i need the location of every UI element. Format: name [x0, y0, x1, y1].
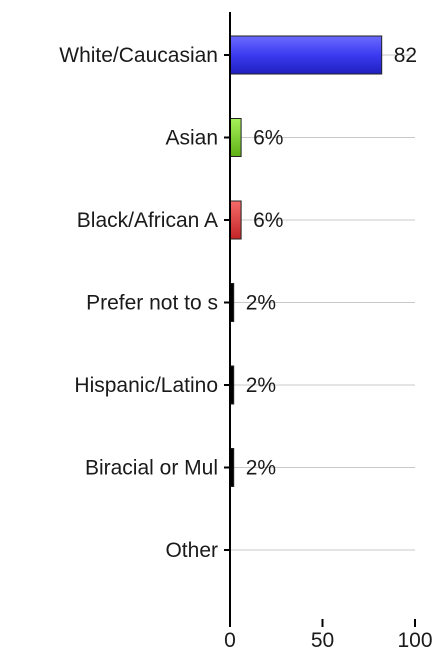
category-label: Other: [165, 539, 218, 562]
x-tick-label: 50: [311, 629, 334, 652]
category-label: Black/African A: [77, 209, 218, 232]
category-label: Asian: [165, 127, 218, 150]
category-label: Prefer not to s: [86, 292, 218, 315]
x-tick-label: 0: [224, 629, 236, 652]
bar-asian: [229, 118, 242, 157]
value-label: 6%: [253, 127, 283, 150]
value-label: 2%: [246, 457, 276, 480]
category-label: White/Caucasian: [59, 44, 218, 67]
labels: White/Caucasian Asian Black/African A Prefe…: [59, 44, 432, 652]
axes: [224, 12, 416, 627]
category-label: Hispanic/Latino: [74, 374, 218, 397]
bar-black-african-a: [229, 200, 242, 240]
x-tick-label: 100: [397, 629, 432, 652]
bars: [229, 35, 383, 487]
value-label: 6%: [253, 209, 283, 232]
value-label: 2%: [246, 374, 276, 397]
gridlines: [230, 54, 415, 551]
category-label: Biracial or Mul: [85, 457, 218, 480]
value-label: 2%: [246, 292, 276, 315]
bar-white-caucasian: [229, 35, 383, 75]
value-label: 82: [394, 44, 417, 67]
